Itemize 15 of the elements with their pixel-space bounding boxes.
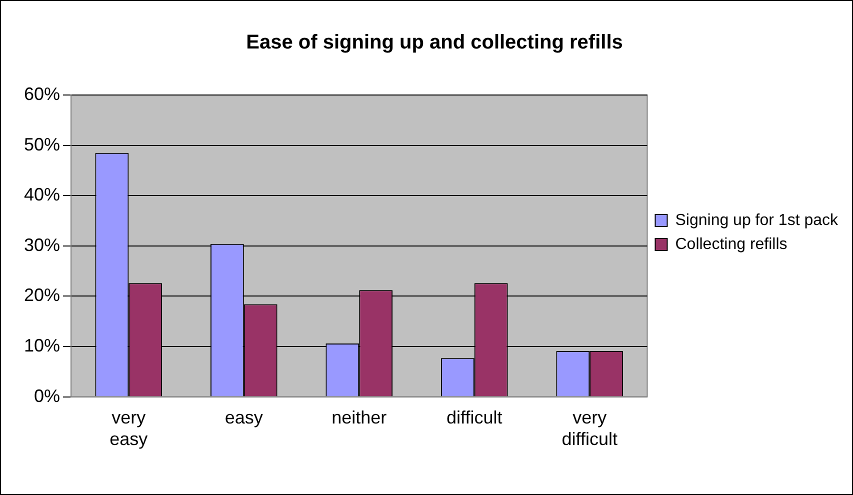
y-tick-label: 50% [24, 134, 60, 154]
y-tick-label: 0% [34, 386, 60, 406]
x-tick-label: neither [332, 408, 387, 428]
chart-title: Ease of signing up and collecting refills [246, 32, 623, 54]
y-tick-label: 10% [24, 335, 60, 356]
x-tick-label: very easy [110, 408, 148, 450]
x-tick-label: easy [224, 408, 263, 428]
legend-label: Signing up for 1st pack [675, 212, 839, 229]
x-tick-label: difficult [446, 408, 502, 428]
y-tick-label: 60% [24, 84, 60, 104]
legend-label: Collecting refills [675, 236, 788, 253]
y-tick-label: 20% [24, 285, 60, 306]
x-tick-label: very difficult [562, 408, 618, 450]
y-tick-label: 40% [24, 184, 60, 205]
y-tick-label: 30% [24, 234, 60, 255]
